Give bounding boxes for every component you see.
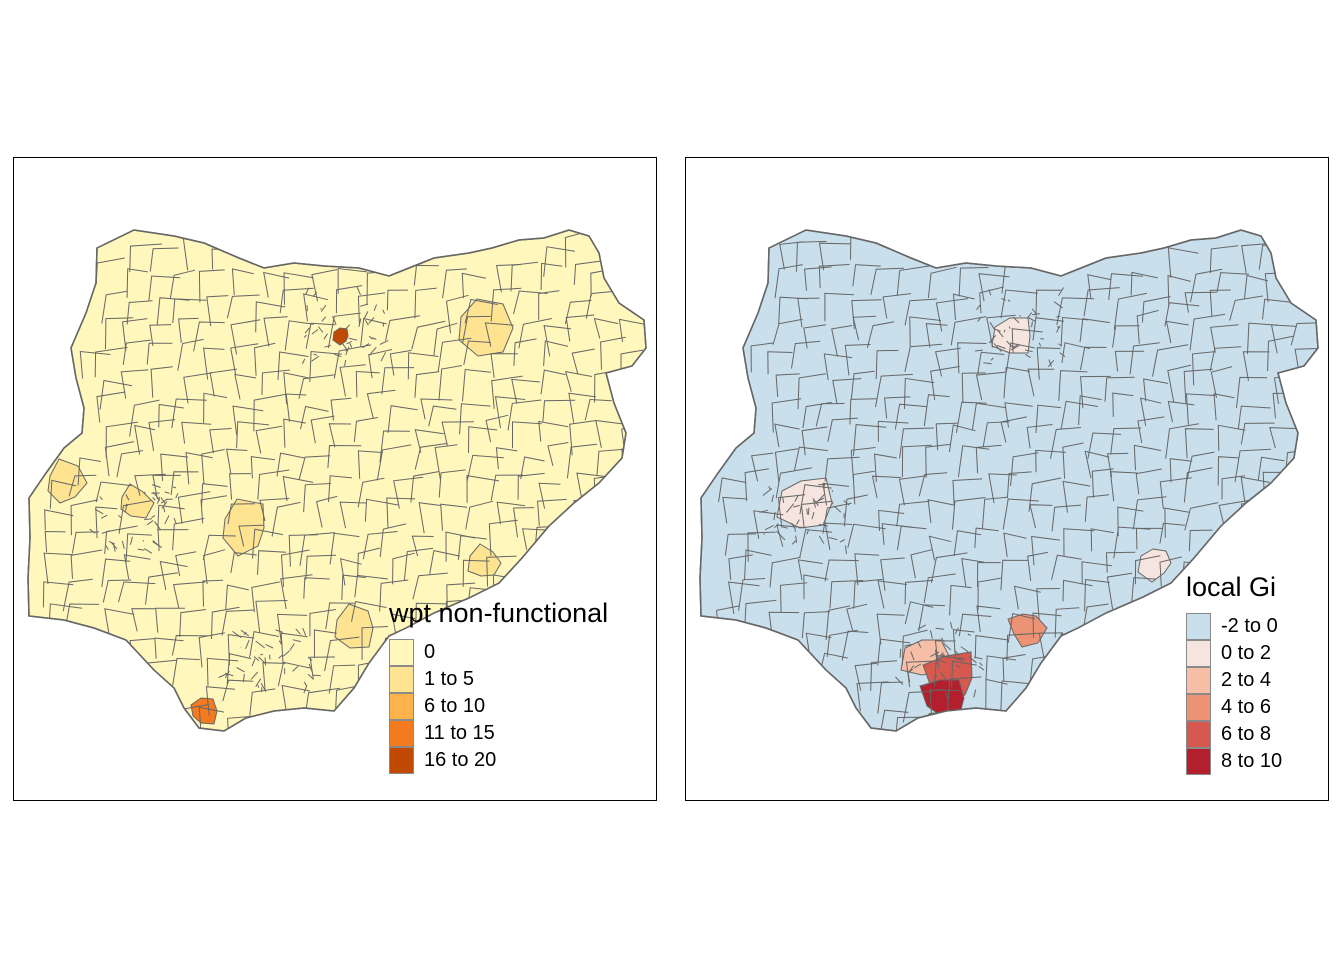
legend-label: 1 to 5	[424, 668, 475, 690]
legend-label: 8 to 10	[1221, 750, 1283, 772]
legend-item: 2 to 4	[1186, 667, 1282, 694]
legend-swatch	[389, 666, 414, 693]
legend-item: 6 to 8	[1186, 721, 1282, 748]
legend-item: 0	[389, 639, 608, 666]
legend-swatch	[1186, 694, 1211, 721]
lga-boundaries	[42, 231, 646, 731]
legend-swatch	[1186, 667, 1211, 694]
legend-label: 11 to 15	[424, 722, 495, 744]
legend-title: local Gi	[1186, 572, 1277, 602]
legend-item: -2 to 0	[1186, 613, 1282, 640]
legend-label: 6 to 8	[1221, 723, 1272, 745]
legend-swatch	[1186, 640, 1211, 667]
legend-swatch	[389, 693, 414, 720]
legend-label: 6 to 10	[424, 695, 486, 717]
legend-item: 1 to 5	[389, 666, 608, 693]
region-north-center	[991, 317, 1031, 354]
legend-swatch	[1186, 721, 1211, 748]
legend-item: 4 to 6	[1186, 694, 1282, 721]
choropleth-map	[699, 229, 1319, 732]
region-west-border	[47, 458, 88, 504]
legend-swatch	[389, 639, 414, 666]
legend-item: 6 to 10	[389, 693, 608, 720]
choropleth-map	[27, 229, 647, 732]
legend-swatch	[1186, 748, 1211, 775]
legend-label: 0 to 2	[1221, 642, 1272, 664]
legend-label: -2 to 0	[1221, 615, 1278, 637]
legend-item: 8 to 10	[1186, 748, 1282, 775]
map-panel-wpt-nonfunctional: wpt non-functional 0 1 to 5 6 to 10 11 to 1…	[13, 157, 657, 801]
legend-swatch	[1186, 613, 1211, 640]
region-east	[1137, 548, 1172, 583]
region-southeast	[334, 603, 374, 649]
country-outline	[699, 229, 1319, 732]
legend-label: 2 to 4	[1221, 669, 1272, 691]
map-panel-local-gi: local Gi -2 to 0 0 to 2 2 to 4 4 to 6 6 to 8…	[685, 157, 1329, 801]
legend-item: 0 to 2	[1186, 640, 1282, 667]
legend-label: 4 to 6	[1221, 696, 1272, 718]
legend-item: 16 to 20	[389, 747, 608, 774]
region-southwest	[120, 483, 155, 519]
country-outline	[27, 229, 647, 732]
legend: local Gi -2 to 0 0 to 2 2 to 4 4 to 6 6 to 8…	[1186, 572, 1282, 775]
legend-label: 16 to 20	[424, 749, 497, 771]
legend-item: 11 to 15	[389, 720, 608, 747]
legend-swatch	[389, 720, 414, 747]
region-south-coast	[190, 697, 218, 725]
legend-label: 0	[424, 641, 436, 663]
lga-boundaries	[716, 231, 1318, 731]
legend: wpt non-functional 0 1 to 5 6 to 10 11 to 1…	[389, 598, 608, 774]
legend-swatch	[389, 747, 414, 774]
legend-title: wpt non-functional	[389, 598, 609, 628]
